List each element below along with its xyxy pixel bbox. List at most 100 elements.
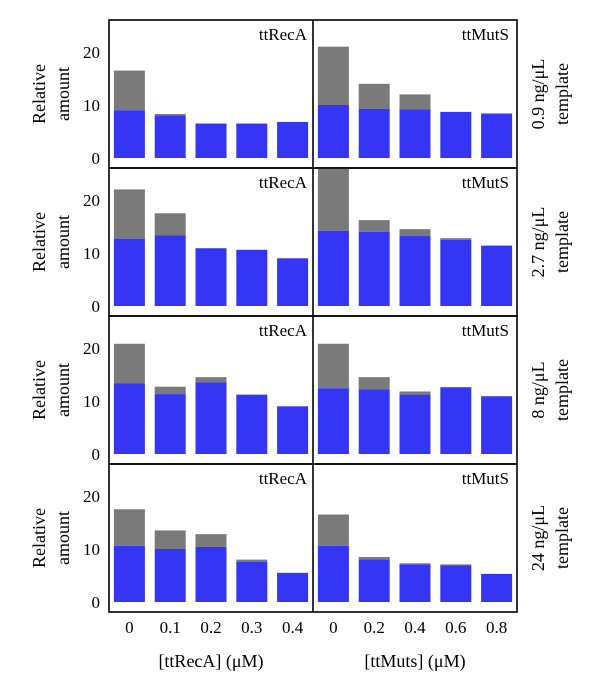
bar-blue-r1-p1-3 — [440, 239, 472, 306]
x-axis-label-left: [ttRecA] (μM) — [158, 651, 263, 672]
y-tick-r2-1: 10 — [83, 392, 100, 411]
row-label-3: 24 ng/μL template — [528, 505, 572, 571]
bar-gray-r1-p1-0 — [317, 168, 349, 231]
bar-gray-r1-p0-1 — [154, 213, 186, 236]
y-tick-r2-2: 20 — [83, 339, 100, 358]
x-tick-left-4: 0.4 — [282, 618, 304, 637]
bar-gray-r0-p1-1 — [358, 83, 390, 109]
bar-blue-r2-p0-0 — [113, 383, 145, 454]
bar-blue-r1-p0-1 — [154, 235, 186, 306]
bar-gray-r1-p0-0 — [113, 189, 145, 239]
row-label-line2-2: template — [552, 359, 572, 421]
bar-gray-r0-p1-2 — [399, 94, 431, 110]
bar-gray-r2-p1-0 — [317, 343, 349, 389]
x-tick-right-1: 0.2 — [364, 618, 385, 637]
bar-blue-r1-p1-0 — [317, 230, 349, 306]
y-axis-label-r1: Relative amount — [29, 212, 73, 272]
panel-title-r2-p1: ttMutS — [462, 321, 509, 340]
bar-blue-r3-p1-1 — [358, 559, 390, 602]
y-tick-r0-2: 20 — [83, 43, 100, 62]
bar-blue-r1-p0-0 — [113, 238, 145, 306]
bar-blue-r0-p1-4 — [481, 113, 513, 158]
panel-title-r2-p0: ttRecA — [259, 321, 308, 340]
bar-blue-r1-p1-1 — [358, 231, 390, 306]
y-axis-label-r3: Relative amount — [29, 508, 73, 568]
bar-blue-r2-p1-2 — [399, 394, 431, 454]
bar-gray-r3-p0-2 — [195, 534, 227, 547]
y-tick-r3-1: 10 — [83, 540, 100, 559]
row-label-0: 0.9 ng/μL template — [528, 59, 572, 130]
row-label-1: 2.7 ng/μL template — [528, 207, 572, 278]
bar-gray-r0-p0-1 — [154, 114, 186, 116]
bar-blue-r3-p0-3 — [236, 561, 268, 602]
y-axis-label-r0: Relative amount — [29, 64, 73, 124]
bar-blue-r1-p1-2 — [399, 236, 431, 306]
row-label-line1-1: 2.7 ng/μL — [528, 207, 548, 278]
x-tick-right-0: 0 — [329, 618, 338, 637]
bar-blue-r2-p0-4 — [277, 406, 309, 454]
bar-blue-r3-p0-2 — [195, 546, 227, 602]
bar-blue-r2-p1-0 — [317, 388, 349, 454]
row-label-2: 8 ng/μL template — [528, 359, 572, 421]
bar-blue-r0-p0-4 — [277, 121, 309, 158]
bar-gray-r3-p1-0 — [317, 514, 349, 546]
bar-gray-r2-p0-1 — [154, 386, 186, 395]
x-axis-label-right: [ttMuts] (μM) — [364, 651, 465, 672]
bar-gray-r3-p0-3 — [236, 559, 268, 562]
y-axis-label-r2: Relative amount — [29, 360, 73, 420]
y-tick-r0-1: 10 — [83, 96, 100, 115]
bar-gray-r2-p1-2 — [399, 391, 431, 395]
bar-gray-r3-p0-0 — [113, 509, 145, 546]
bar-blue-r3-p0-1 — [154, 549, 186, 602]
row-label-line1-0: 0.9 ng/μL — [528, 59, 548, 130]
row-label-line2-3: template — [552, 507, 572, 569]
y-tick-r0-0: 0 — [92, 149, 101, 168]
panel-title-r0-p0: ttRecA — [259, 25, 308, 44]
y-tick-r3-2: 20 — [83, 487, 100, 506]
x-tick-left-2: 0.2 — [200, 618, 221, 637]
row-label-line2-1: template — [552, 211, 572, 273]
bar-blue-r2-p0-2 — [195, 382, 227, 454]
bar-blue-r3-p1-4 — [481, 573, 513, 602]
bar-blue-r1-p1-4 — [481, 245, 513, 306]
panel-title-r1-p0: ttRecA — [259, 173, 308, 192]
bar-blue-r1-p0-2 — [195, 248, 227, 306]
bar-blue-r0-p1-0 — [317, 105, 349, 158]
bar-gray-r0-p0-0 — [113, 70, 145, 111]
bar-gray-r3-p0-1 — [154, 530, 186, 549]
bar-gray-r3-p1-3 — [440, 564, 472, 566]
x-tick-left-3: 0.3 — [241, 618, 262, 637]
bar-blue-r0-p0-0 — [113, 110, 145, 158]
y-tick-r1-0: 0 — [92, 297, 101, 316]
row-label-line1-3: 24 ng/μL — [528, 505, 548, 571]
bar-blue-r3-p1-3 — [440, 565, 472, 602]
bar-blue-r3-p0-0 — [113, 545, 145, 602]
bar-blue-r2-p1-3 — [440, 387, 472, 454]
x-tick-left-1: 0.1 — [160, 618, 181, 637]
bar-gray-r2-p0-2 — [195, 377, 227, 383]
panel-title-r3-p0: ttRecA — [259, 469, 308, 488]
bar-blue-r2-p1-4 — [481, 396, 513, 454]
y-tick-r1-2: 20 — [83, 191, 100, 210]
bar-gray-r2-p0-0 — [113, 343, 145, 384]
bar-blue-r3-p1-0 — [317, 545, 349, 602]
row-label-line2-0: template — [552, 63, 572, 125]
bar-blue-r1-p0-3 — [236, 249, 268, 306]
x-tick-right-2: 0.4 — [404, 618, 426, 637]
x-tick-right-4: 0.8 — [486, 618, 507, 637]
x-tick-right-3: 0.6 — [445, 618, 466, 637]
bar-blue-r0-p1-1 — [358, 108, 390, 158]
x-tick-left-0: 0 — [125, 618, 134, 637]
bar-gray-r0-p1-0 — [317, 46, 349, 105]
bar-blue-r0-p0-1 — [154, 115, 186, 158]
bar-blue-r0-p0-2 — [195, 123, 227, 158]
bar-blue-r0-p1-3 — [440, 111, 472, 158]
panel-title-r3-p1: ttMutS — [462, 469, 509, 488]
bar-gray-r1-p1-3 — [440, 238, 472, 240]
bar-gray-r1-p1-2 — [399, 229, 431, 237]
bar-blue-r2-p0-1 — [154, 394, 186, 454]
bar-gray-r3-p1-1 — [358, 556, 390, 560]
y-tick-r3-0: 0 — [92, 593, 101, 612]
bar-blue-r2-p0-3 — [236, 394, 268, 454]
